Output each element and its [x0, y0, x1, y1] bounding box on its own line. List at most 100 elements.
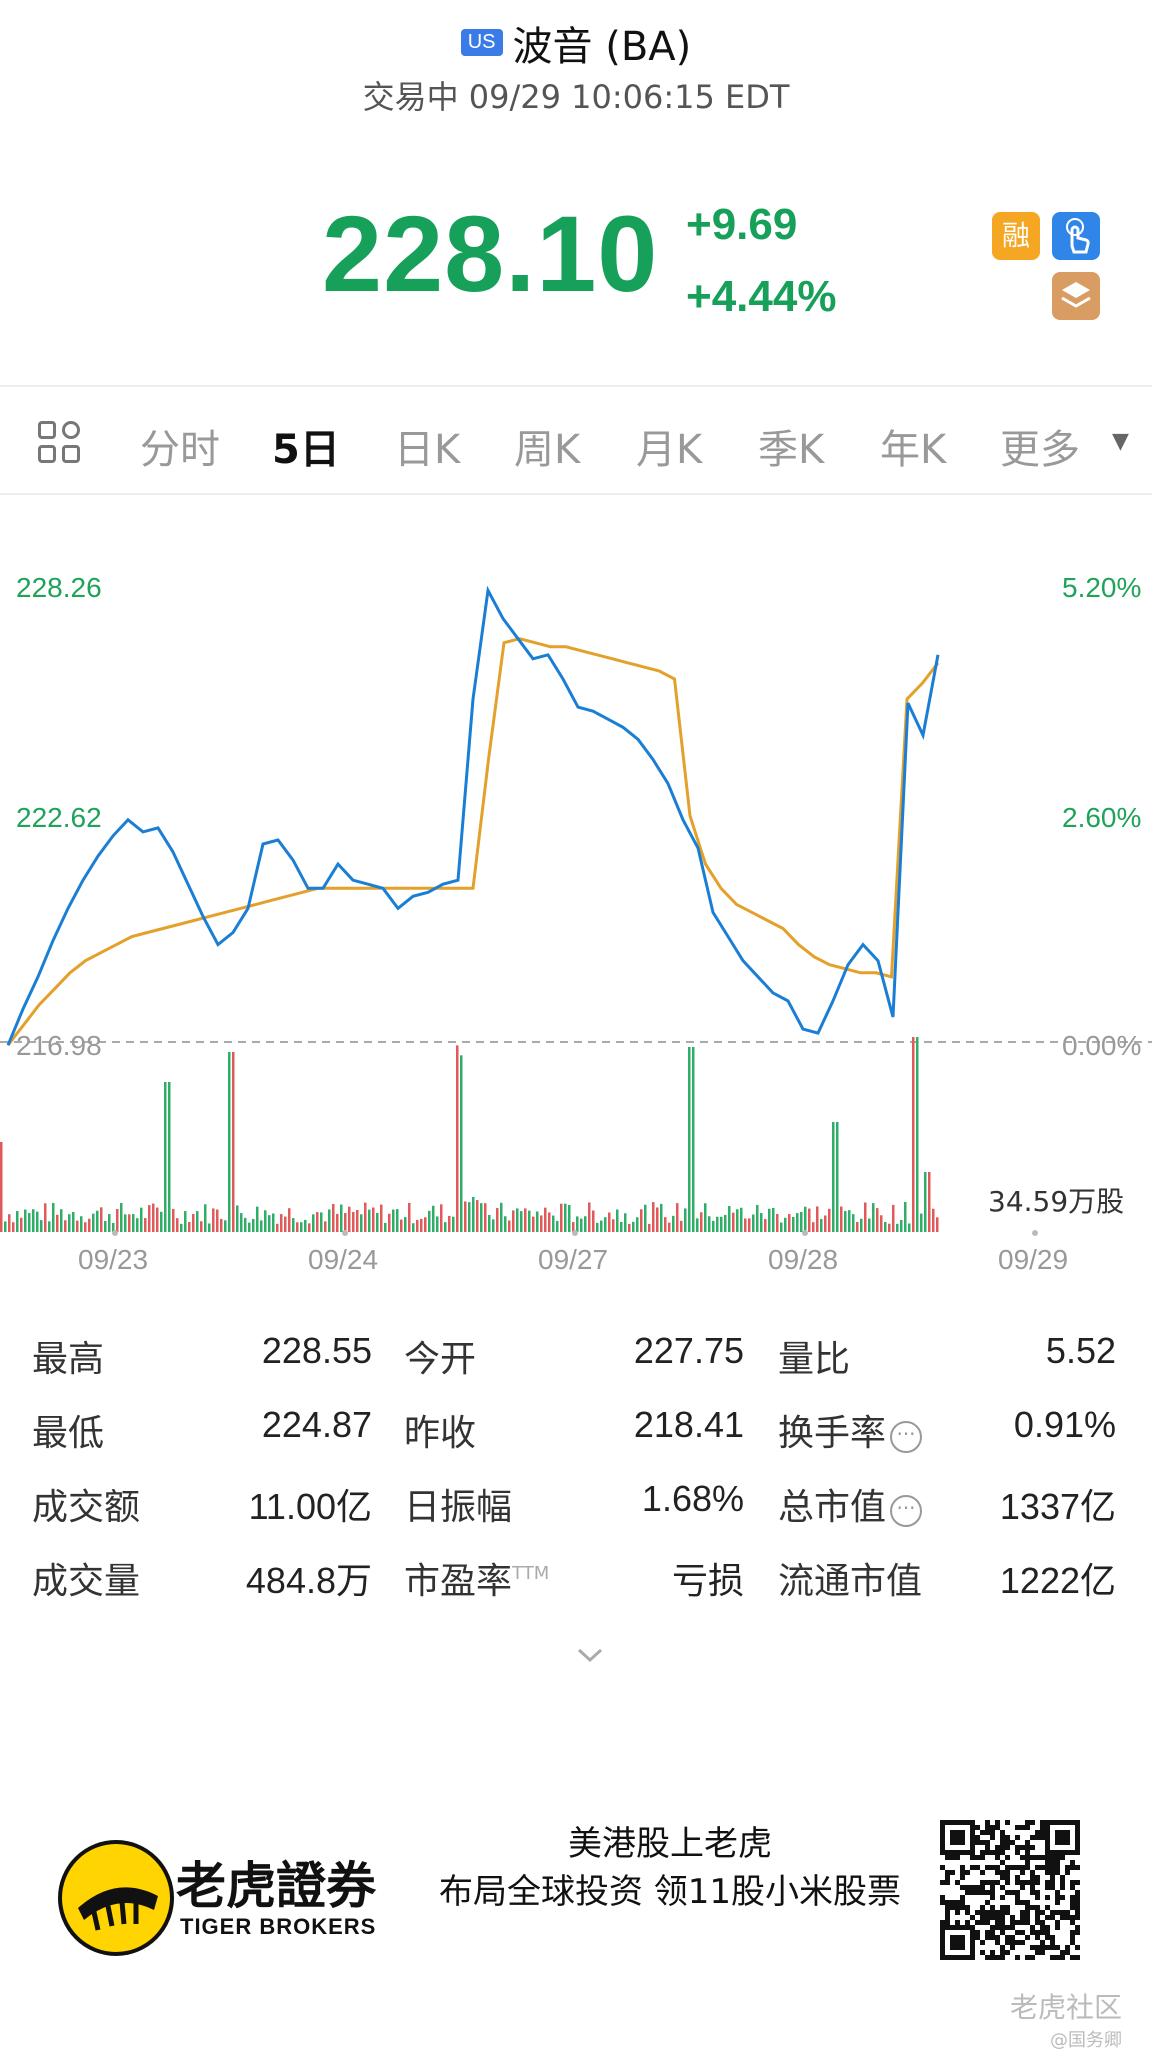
margin-icon[interactable]: 融: [992, 212, 1040, 260]
volume-bar: [240, 1213, 243, 1232]
stat-value: 亏损: [671, 1560, 744, 1601]
volume-bar: [604, 1217, 607, 1232]
volume-bar: [248, 1222, 251, 1232]
volume-bar: [64, 1220, 67, 1232]
price-change: +9.69: [686, 200, 798, 249]
stat-label: 市盈率TTM: [404, 1552, 549, 1604]
volume-bar: [12, 1222, 15, 1232]
tab-5-day[interactable]: 5日: [272, 427, 340, 473]
info-icon[interactable]: ···: [890, 1495, 923, 1527]
volume-bar: [100, 1207, 103, 1232]
volume-bar: [456, 1045, 459, 1232]
volume-bar: [296, 1222, 299, 1232]
volume-bar: [660, 1203, 663, 1232]
brand-name-en: TIGER BROKERS: [180, 1914, 377, 1939]
volume-bar: [700, 1212, 703, 1232]
volume-bar: [92, 1213, 95, 1232]
volume-bar: [628, 1223, 631, 1232]
volume-bar: [564, 1203, 567, 1232]
stat-label: 成交量: [32, 1561, 141, 1602]
volume-bar: [476, 1200, 479, 1232]
volume-label: 34.59万股: [988, 1185, 1125, 1218]
layers-icon[interactable]: [1052, 272, 1100, 320]
promo-line: 布局全球投资 领11股小米股票: [438, 1872, 902, 1912]
volume-bar: [216, 1209, 219, 1232]
volume-bar: [88, 1218, 91, 1232]
volume-bar: [768, 1208, 771, 1232]
touch-icon[interactable]: [1052, 212, 1100, 260]
volume-bar: [324, 1221, 327, 1232]
tab-yearly-k[interactable]: 年K: [880, 427, 947, 473]
info-icon[interactable]: ···: [890, 1421, 923, 1453]
volume-bar: [308, 1223, 311, 1232]
watermark-user: @国务卿: [1050, 2030, 1122, 2051]
date-dot: [572, 1230, 578, 1236]
volume-bar: [228, 1052, 231, 1232]
qr-code-icon[interactable]: [940, 1820, 1080, 1960]
volume-bar: [912, 1037, 915, 1232]
volume-bar: [508, 1220, 511, 1232]
volume-bar: [84, 1222, 87, 1232]
volume-bar: [804, 1206, 807, 1232]
volume-bar: [192, 1213, 195, 1232]
volume-bar: [932, 1208, 935, 1232]
tab-daily-k[interactable]: 日K: [394, 427, 461, 473]
tab-quarterly-k[interactable]: 季K: [758, 427, 825, 473]
volume-bar: [568, 1204, 571, 1232]
volume-bar: [96, 1210, 99, 1232]
volume-bar: [444, 1222, 447, 1232]
volume-bar: [8, 1214, 11, 1232]
stat-label: 最低: [32, 1413, 105, 1454]
chevron-down-icon[interactable]: ▼: [1112, 429, 1129, 454]
stat-label: 换手率 ···: [778, 1404, 923, 1456]
volume-bar: [900, 1219, 903, 1232]
price-chart[interactable]: [0, 520, 1152, 1300]
volume-bar: [200, 1221, 203, 1232]
stats-row: 最高 228.55 今开 227.75 量比 5.52: [0, 1330, 1152, 1404]
trading-status: 交易中 09/29 10:06:15 EDT: [362, 78, 790, 116]
volume-bar: [524, 1208, 527, 1232]
volume-bar: [44, 1203, 47, 1232]
footer-banner: 老虎證券 TIGER BROKERS 美港股上老虎 布局全球投资 领11股小米股…: [0, 1790, 1152, 2060]
volume-bar: [644, 1204, 647, 1232]
volume-bar: [872, 1203, 875, 1232]
stats-row: 最低 224.87 昨收 218.41 换手率 ··· 0.91%: [0, 1404, 1152, 1478]
volume-bar: [412, 1223, 415, 1232]
date-dot: [342, 1230, 348, 1236]
volume-bar: [232, 1052, 235, 1232]
volume-bar: [624, 1213, 627, 1232]
volume-bar: [420, 1218, 423, 1232]
volume-bar: [364, 1202, 367, 1232]
stats-row: 成交额 11.00亿 日振幅 1.68% 总市值 ··· 1337亿: [0, 1478, 1152, 1552]
volume-bar: [540, 1215, 543, 1232]
tab-intraday[interactable]: 分时: [140, 427, 220, 473]
volume-bar: [512, 1210, 515, 1232]
stat-value: 224.87: [261, 1404, 372, 1445]
volume-bar: [60, 1209, 63, 1232]
volume-bar: [184, 1211, 187, 1232]
stat-label: 总市值 ···: [778, 1478, 923, 1530]
stat-label: 日振幅: [404, 1487, 513, 1528]
date-label: 09/24: [308, 1244, 379, 1275]
volume-bar: [844, 1211, 847, 1232]
average-price-line: [6, 637, 940, 1047]
stat-value: 1337亿: [999, 1486, 1116, 1527]
tab-more[interactable]: 更多: [1000, 427, 1080, 473]
volume-bar: [708, 1216, 711, 1232]
volume-bar: [716, 1216, 719, 1232]
tab-monthly-k[interactable]: 月K: [636, 427, 703, 473]
volume-bars: [0, 1037, 939, 1232]
volume-bar: [636, 1217, 639, 1232]
volume-bar: [212, 1208, 215, 1232]
expand-chevron-icon[interactable]: [575, 1640, 605, 1670]
layout-grid-icon[interactable]: [38, 421, 84, 467]
volume-bar: [576, 1216, 579, 1232]
tab-weekly-k[interactable]: 周K: [514, 427, 581, 473]
date-dot: [802, 1230, 808, 1236]
volume-bar: [684, 1208, 687, 1232]
volume-bar: [352, 1212, 355, 1232]
volume-bar: [360, 1214, 363, 1232]
volume-bar: [468, 1202, 471, 1232]
stat-label: 最高: [32, 1339, 105, 1380]
volume-bar: [728, 1206, 731, 1232]
